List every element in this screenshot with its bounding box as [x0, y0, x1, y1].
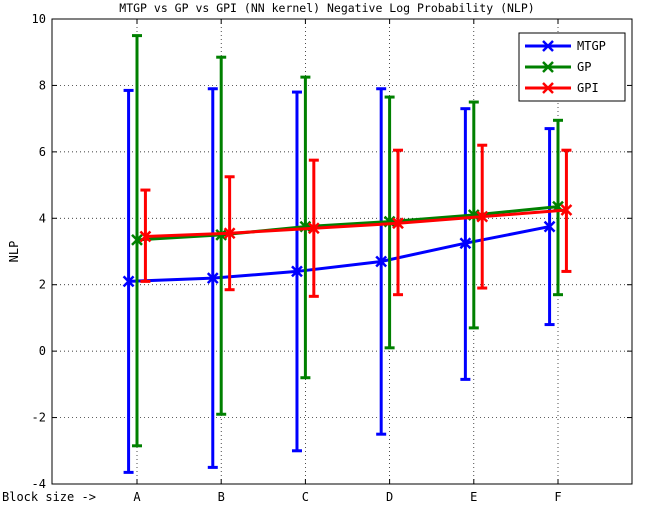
data-point [560, 203, 573, 216]
data-point [543, 220, 556, 233]
data-point [375, 255, 388, 268]
chart-title: MTGP vs GP vs GPI (NN kernel) Negative L… [119, 1, 534, 15]
legend-label: MTGP [577, 39, 606, 53]
series-mtgp [122, 87, 556, 474]
y-tick-label: -2 [32, 411, 46, 425]
legend-marker [542, 82, 554, 94]
x-tick-label: C [302, 490, 309, 504]
legend-label: GP [577, 60, 591, 74]
x-tick-label: B [218, 490, 225, 504]
legend: MTGP GP GPI [518, 32, 626, 102]
data-point [139, 230, 152, 243]
y-tick-label: 2 [39, 278, 46, 292]
series-line [128, 225, 550, 283]
y-tick-label: 8 [39, 78, 46, 92]
legend-item-mtgp: MTGP [525, 39, 606, 53]
data-point [291, 265, 303, 278]
y-tick-label: 4 [39, 211, 46, 225]
data-point [476, 210, 489, 223]
series-gpi [139, 143, 573, 298]
data-point [131, 233, 143, 246]
series-line [136, 205, 559, 242]
data-point [122, 275, 135, 288]
legend-item-gp: GP [525, 60, 591, 74]
series-layer [122, 34, 573, 474]
plot-frame [51, 18, 633, 485]
x-axis-label: Block size -> [2, 490, 96, 504]
data-point [392, 217, 404, 230]
y-tick-label: 10 [32, 12, 46, 26]
x-tick-label: F [554, 490, 561, 504]
series-line [145, 208, 567, 239]
legend-label: GPI [577, 81, 599, 95]
axes: -4 -2 0 2 4 6 8 10 A B C D E F Block size -> NLP [2, 12, 633, 504]
data-point [206, 272, 219, 285]
y-tick-label: 6 [39, 145, 46, 159]
y-tick-label: 0 [39, 344, 46, 358]
y-axis-label: NLP [7, 241, 21, 263]
legend-marker [542, 40, 554, 52]
legend-marker [542, 61, 554, 73]
x-tick-label: A [133, 490, 141, 504]
legend-item-gpi: GPI [525, 81, 599, 95]
data-point [459, 237, 472, 250]
x-tick-label: D [386, 490, 393, 504]
data-point [223, 227, 236, 240]
data-point [307, 222, 320, 235]
y-tick-label: -4 [32, 477, 46, 491]
series-gp [131, 34, 564, 448]
x-tick-label: E [470, 490, 477, 504]
